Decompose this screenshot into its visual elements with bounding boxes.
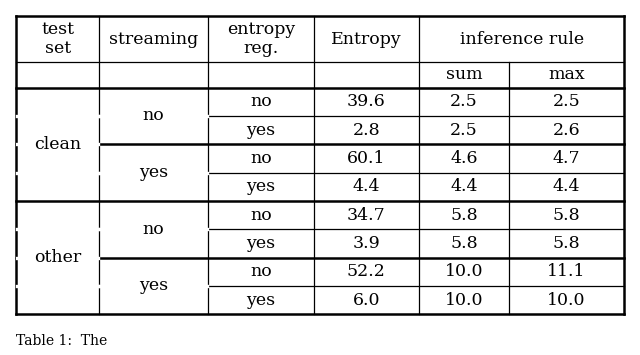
Text: 11.1: 11.1 [547, 263, 586, 280]
Text: 4.4: 4.4 [353, 178, 380, 195]
Text: 10.0: 10.0 [445, 291, 483, 308]
Text: 10.0: 10.0 [547, 291, 586, 308]
Text: 2.5: 2.5 [552, 93, 580, 110]
Text: no: no [250, 263, 271, 280]
Text: 34.7: 34.7 [347, 207, 386, 224]
Text: yes: yes [246, 291, 275, 308]
Text: 4.4: 4.4 [451, 178, 477, 195]
Text: yes: yes [246, 235, 275, 252]
Text: yes: yes [139, 164, 168, 181]
Text: 2.5: 2.5 [450, 121, 478, 138]
Text: max: max [548, 66, 585, 83]
Text: no: no [143, 221, 164, 238]
Text: 60.1: 60.1 [347, 150, 386, 167]
Text: entropy
reg.: entropy reg. [227, 21, 295, 58]
Text: other: other [34, 249, 81, 266]
Text: yes: yes [246, 178, 275, 195]
Text: 2.8: 2.8 [353, 121, 380, 138]
Text: no: no [250, 93, 271, 110]
Text: no: no [143, 107, 164, 124]
Text: 10.0: 10.0 [445, 263, 483, 280]
Text: 2.5: 2.5 [450, 93, 478, 110]
Text: 6.0: 6.0 [353, 291, 380, 308]
Text: 5.8: 5.8 [450, 207, 478, 224]
Text: 5.8: 5.8 [552, 235, 580, 252]
Text: 5.8: 5.8 [450, 235, 478, 252]
Text: yes: yes [139, 277, 168, 294]
Text: 2.6: 2.6 [552, 121, 580, 138]
Text: yes: yes [246, 121, 275, 138]
Text: clean: clean [34, 136, 81, 153]
Text: no: no [250, 207, 271, 224]
Text: Entropy: Entropy [331, 31, 402, 48]
Text: 39.6: 39.6 [347, 93, 386, 110]
Text: 4.4: 4.4 [553, 178, 580, 195]
Text: 3.9: 3.9 [353, 235, 380, 252]
Text: inference rule: inference rule [460, 31, 584, 48]
Text: 4.7: 4.7 [552, 150, 580, 167]
Text: 5.8: 5.8 [552, 207, 580, 224]
Text: 4.6: 4.6 [451, 150, 477, 167]
Text: Table 1:  The: Table 1: The [16, 334, 108, 348]
Text: test
set: test set [41, 21, 74, 58]
Text: no: no [250, 150, 271, 167]
Text: streaming: streaming [109, 31, 198, 48]
Text: sum: sum [445, 66, 483, 83]
Text: 52.2: 52.2 [347, 263, 386, 280]
